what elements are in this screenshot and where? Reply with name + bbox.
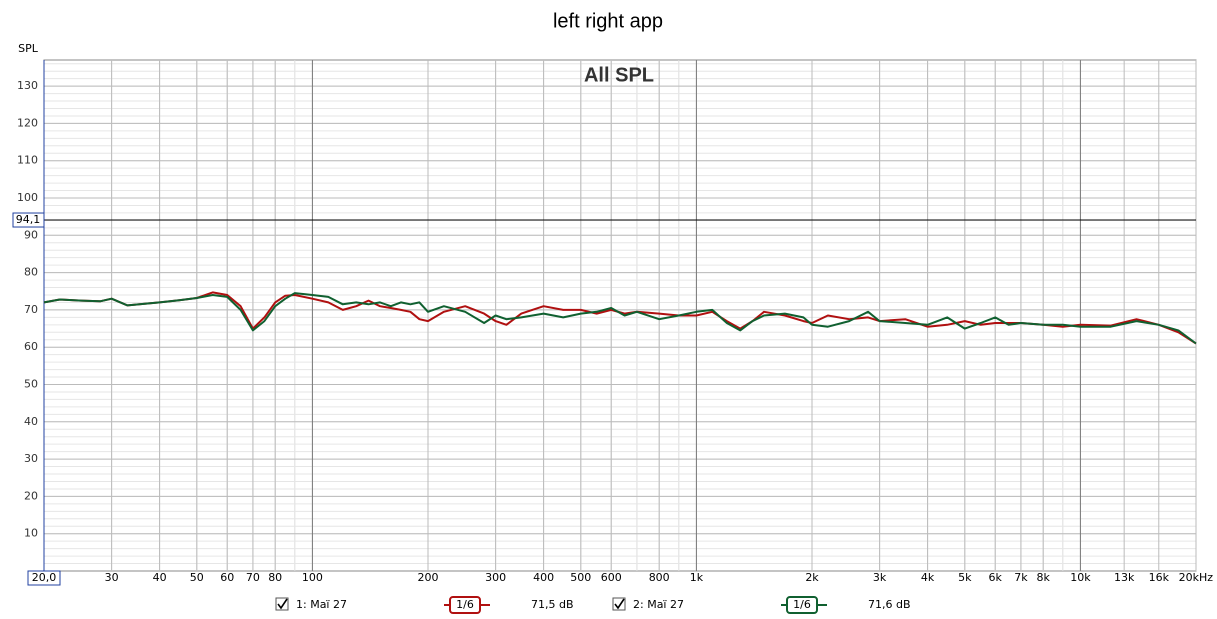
y-tick-label: 110 bbox=[17, 154, 38, 167]
x-tick-label: 20kHz bbox=[1179, 571, 1214, 584]
y-tick-label: 90 bbox=[24, 228, 38, 241]
x-tick-label: 80 bbox=[268, 571, 282, 584]
x-tick-label: 100 bbox=[302, 571, 323, 584]
plot-area bbox=[43, 59, 1197, 572]
y-axis-label: SPL bbox=[18, 42, 39, 55]
y-tick-label: 20 bbox=[24, 489, 38, 502]
x-tick-label: 8k bbox=[1037, 571, 1051, 584]
x-tick-label: 1k bbox=[690, 571, 704, 584]
x-tick-label: 300 bbox=[485, 571, 506, 584]
y-tick-label: 80 bbox=[24, 266, 38, 279]
series-line bbox=[43, 292, 1197, 345]
smoothing-box[interactable] bbox=[786, 596, 818, 614]
grid bbox=[43, 59, 1197, 572]
smoothing-box[interactable] bbox=[449, 596, 481, 614]
legend-name: 1: Maï 27 bbox=[296, 598, 347, 611]
legend-smoothing: 1/6 bbox=[793, 598, 811, 611]
x-tick-label: 50 bbox=[190, 571, 204, 584]
x-tick-label: 6k bbox=[989, 571, 1003, 584]
x-tick-label: 16k bbox=[1149, 571, 1170, 584]
y-tick-label: 130 bbox=[17, 79, 38, 92]
x-tick-label: 40 bbox=[153, 571, 167, 584]
chart-title: left right app bbox=[553, 10, 663, 32]
legend-level: 71,5 dB bbox=[531, 598, 574, 611]
x-tick-label: 60 bbox=[220, 571, 234, 584]
legend-level: 71,6 dB bbox=[868, 598, 911, 611]
legend-smoothing: 1/6 bbox=[456, 598, 474, 611]
y-tick-label: 50 bbox=[24, 378, 38, 391]
x-tick-label: 200 bbox=[418, 571, 439, 584]
y-tick-label: 60 bbox=[24, 340, 38, 353]
y-tick-label: 10 bbox=[24, 527, 38, 540]
x-tick-label: 800 bbox=[649, 571, 670, 584]
legend-check bbox=[614, 598, 625, 610]
series-line bbox=[43, 291, 1197, 345]
chart-subtitle: All SPL bbox=[584, 64, 654, 86]
cursor-x-label: 20,0 bbox=[32, 571, 57, 584]
x-tick-label: 3k bbox=[873, 571, 887, 584]
x-tick-label: 400 bbox=[533, 571, 554, 584]
x-tick-label: 2k bbox=[805, 571, 819, 584]
x-tick-label: 4k bbox=[921, 571, 935, 584]
legend-name: 2: Maï 27 bbox=[633, 598, 684, 611]
y-tick-label: 40 bbox=[24, 415, 38, 428]
y-tick-label: 70 bbox=[24, 303, 38, 316]
legend-check bbox=[277, 598, 288, 610]
x-tick-label: 5k bbox=[958, 571, 972, 584]
y-tick-label: 30 bbox=[24, 452, 38, 465]
cursor-label-box bbox=[27, 570, 61, 586]
x-tick-label: 13k bbox=[1114, 571, 1135, 584]
cursor-y-label: 94,1 bbox=[16, 213, 41, 226]
x-tick-label: 500 bbox=[570, 571, 591, 584]
x-tick-label: 600 bbox=[601, 571, 622, 584]
x-tick-label: 10k bbox=[1070, 571, 1091, 584]
x-tick-label: 30 bbox=[105, 571, 119, 584]
x-tick-label: 7k bbox=[1014, 571, 1028, 584]
y-tick-label: 120 bbox=[17, 116, 38, 129]
y-tick-label: 100 bbox=[17, 191, 38, 204]
x-tick-label: 70 bbox=[246, 571, 260, 584]
